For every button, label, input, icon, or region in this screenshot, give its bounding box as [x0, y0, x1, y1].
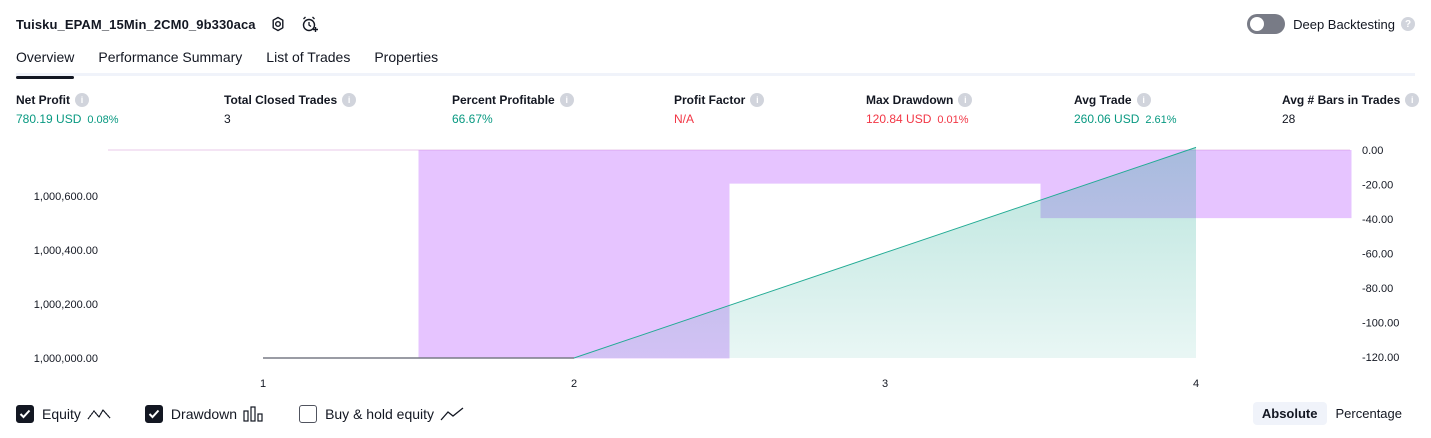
- deep-backtesting: Deep Backtesting ?: [1247, 13, 1415, 35]
- drawdown-tick-label: -120.00: [1362, 352, 1399, 364]
- legend-label: Equity: [42, 406, 81, 422]
- metrics-row: Net Profit i 780.19 USD 0.08% Total Closed…: [0, 93, 1431, 133]
- metric-value: 780.19 USD: [16, 112, 82, 126]
- metric-net-profit: Net Profit i 780.19 USD 0.08%: [16, 93, 119, 126]
- absolute-button[interactable]: Absolute: [1252, 402, 1327, 425]
- x-tick-label: 3: [882, 378, 888, 390]
- equity-tick-label: 1,000,600.00: [34, 191, 98, 203]
- buy-hold-checkbox[interactable]: [299, 405, 318, 423]
- info-icon[interactable]: i: [75, 93, 89, 107]
- metric-label: Total Closed Trades: [224, 93, 338, 107]
- metric-percent: 2.61%: [1145, 114, 1177, 126]
- drawdown-tick-label: -80.00: [1362, 283, 1393, 295]
- info-icon[interactable]: i: [750, 93, 765, 107]
- tab-performance-summary[interactable]: Performance Summary: [98, 49, 243, 65]
- metric-label: Percent Profitable: [452, 93, 555, 107]
- drawdown-tick-label: -40.00: [1362, 214, 1393, 226]
- drawdown-tick-label: -100.00: [1362, 318, 1399, 330]
- metric-avg-bars-in-trades: Avg # Bars in Trades i 28: [1282, 93, 1420, 126]
- toggle-knob: [1250, 17, 1265, 31]
- drawdown-tick-label: -20.00: [1362, 180, 1393, 192]
- equity-checkbox[interactable]: [16, 405, 34, 423]
- metric-value: N/A: [674, 112, 695, 126]
- metric-percent: 0.08%: [87, 114, 119, 126]
- drawdown-tick-label: 0.00: [1362, 145, 1383, 157]
- metric-label: Net Profit: [16, 93, 70, 107]
- info-icon[interactable]: i: [559, 93, 574, 107]
- metric-max-drawdown: Max Drawdown i 120.84 USD 0.01%: [866, 93, 973, 126]
- legend-label: Drawdown: [170, 406, 238, 422]
- info-icon[interactable]: i: [958, 93, 973, 107]
- metric-value: 66.67%: [452, 112, 493, 126]
- metric-label: Profit Factor: [674, 93, 746, 107]
- metric-profit-factor: Profit Factor i N/A: [674, 93, 765, 126]
- metric-avg-trade: Avg Trade i 260.06 USD 2.61%: [1074, 93, 1177, 126]
- deep-backtesting-label: Deep Backtesting: [1293, 16, 1395, 32]
- equity-tick-label: 1,000,000.00: [34, 353, 98, 365]
- info-icon[interactable]: i: [342, 93, 357, 107]
- equity-tick-label: 1,000,400.00: [34, 245, 98, 257]
- legend-equity[interactable]: Equity: [16, 405, 111, 423]
- drawdown-checkbox[interactable]: [144, 405, 163, 423]
- x-tick-label: 4: [1193, 378, 1199, 390]
- equity-area: [263, 147, 1196, 358]
- x-tick-label: 2: [571, 378, 577, 390]
- metric-value: 28: [1282, 112, 1296, 126]
- legend-drawdown[interactable]: Drawdown: [144, 405, 265, 423]
- deep-backtesting-toggle[interactable]: [1247, 14, 1286, 34]
- settings-icon[interactable]: [268, 14, 288, 34]
- metric-value: 120.84 USD: [866, 112, 932, 126]
- add-alert-icon[interactable]: [300, 14, 320, 34]
- metric-percent: 0.01%: [937, 114, 969, 126]
- percentage-button[interactable]: Percentage: [1335, 406, 1403, 421]
- info-icon[interactable]: i: [1405, 93, 1420, 107]
- tab-properties[interactable]: Properties: [374, 49, 439, 65]
- drawdown-tick-label: -60.00: [1362, 249, 1393, 261]
- equity-drawdown-chart[interactable]: 1,000,000.00 1,000,200.00 1,000,400.00 1,00…: [0, 140, 1431, 400]
- legend-label: Buy & hold equity: [325, 406, 435, 422]
- tab-overview[interactable]: Overview: [16, 46, 75, 79]
- tab-list-of-trades[interactable]: List of Trades: [266, 49, 351, 65]
- metric-label: Avg # Bars in Trades: [1282, 93, 1401, 107]
- x-tick-label: 1: [260, 378, 266, 390]
- metric-value: 3: [224, 112, 231, 126]
- drawdown-bars-icon: [243, 406, 265, 422]
- legend-buy-hold-equity[interactable]: Buy & hold equity: [299, 405, 464, 423]
- metric-label: Max Drawdown: [866, 93, 954, 107]
- header: Tuisku_EPAM_15Min_2CM0_9b330aca: [16, 12, 320, 36]
- buy-hold-line-icon: [440, 406, 464, 422]
- metric-value: 260.06 USD: [1074, 112, 1140, 126]
- equity-line-icon: [87, 406, 111, 422]
- info-icon[interactable]: i: [1136, 93, 1151, 107]
- equity-tick-label: 1,000,200.00: [34, 299, 98, 311]
- help-icon[interactable]: ?: [1401, 17, 1415, 31]
- chart-legend: Equity Drawdown Buy & hold equity: [16, 403, 498, 425]
- drawdown-bar: [729, 150, 1041, 184]
- metric-total-closed-trades: Total Closed Trades i 3: [224, 93, 357, 126]
- strategy-title: Tuisku_EPAM_15Min_2CM0_9b330aca: [16, 16, 256, 32]
- tab-bar: Overview Performance Summary List of Tra…: [16, 46, 1415, 79]
- metric-label: Avg Trade: [1074, 93, 1132, 107]
- value-mode-switch: Absolute Percentage: [1252, 402, 1411, 425]
- metric-percent-profitable: Percent Profitable i 66.67%: [452, 93, 574, 126]
